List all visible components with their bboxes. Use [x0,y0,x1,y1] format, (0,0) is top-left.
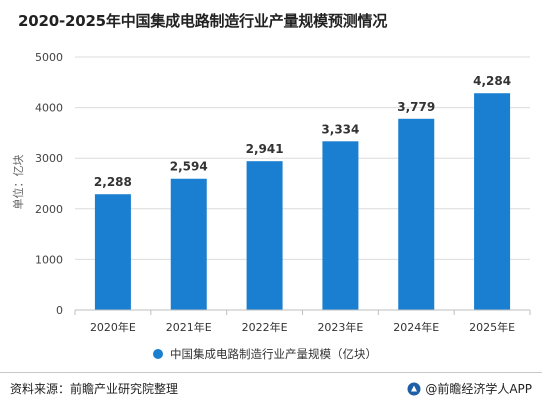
bar [474,93,511,310]
y-tick-label: 3000 [35,152,63,165]
data-label: 2,288 [94,175,132,189]
data-label: 4,284 [473,74,511,88]
y-tick-label: 2000 [35,203,63,216]
x-tick-label: 2025年E [469,320,515,334]
bar-chart: 0 1000 2000 3000 4000 5000 2,288 2,594 2,941 3,3… [11,51,531,361]
x-axis: 2020年E 2021年E 2022年E 2023年E 2024年E 2025年E [74,309,531,334]
x-tick-label: 2021年E [166,320,212,334]
y-tick-label: 5000 [35,51,63,64]
data-label: 2,941 [246,142,284,156]
footer-brand-label: @前瞻经济学人APP [425,382,532,396]
chart-title: 2020-2025年中国集成电路制造行业产量规模预测情况 [18,12,388,30]
data-labels: 2,288 2,594 2,941 3,334 3,779 4,284 [94,74,511,189]
x-tick-label: 2022年E [242,320,288,334]
legend: 中国集成电路制造行业产量规模（亿块） [153,347,377,361]
bar [170,178,207,310]
y-tick-label: 4000 [35,102,63,115]
legend-label: 中国集成电路制造行业产量规模（亿块） [170,347,377,361]
footer-brand[interactable]: @前瞻经济学人APP [407,380,532,397]
bar [246,161,283,310]
footer-source: 资料来源：前瞻产业研究院整理 [10,382,179,396]
legend-marker [153,349,163,359]
x-tick-label: 2024年E [393,320,439,334]
y-axis: 0 1000 2000 3000 4000 5000 [35,51,63,317]
bar [398,118,435,311]
bar [322,141,359,310]
y-tick-label: 0 [56,304,63,317]
grid-lines [75,56,530,260]
y-tick-label: 1000 [35,253,63,266]
data-label: 2,594 [170,160,208,174]
data-label: 3,334 [321,122,359,136]
bar [94,194,131,310]
x-tick-label: 2023年E [317,320,363,334]
y-axis-label: 单位：亿块 [11,155,25,210]
data-label: 3,779 [397,100,435,114]
brand-logo-icon [407,382,421,395]
bar-series [94,93,511,311]
footer-divider [0,372,542,373]
x-tick-label: 2020年E [90,320,136,334]
